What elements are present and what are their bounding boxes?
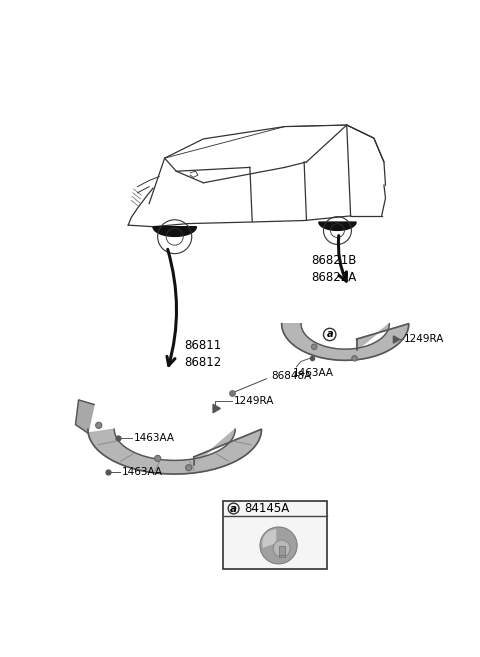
Bar: [279, 546, 285, 557]
Polygon shape: [75, 400, 94, 433]
Polygon shape: [88, 429, 262, 474]
Text: a: a: [326, 329, 333, 340]
Polygon shape: [319, 222, 356, 231]
Text: a: a: [230, 503, 237, 514]
Polygon shape: [282, 324, 409, 360]
Text: 86821B
86822A: 86821B 86822A: [311, 254, 357, 284]
Circle shape: [312, 344, 317, 350]
Text: 1249RA: 1249RA: [404, 334, 444, 344]
Text: 1249RA: 1249RA: [234, 396, 274, 407]
Circle shape: [155, 455, 161, 461]
Text: 1463AA: 1463AA: [122, 466, 163, 476]
Circle shape: [352, 355, 357, 361]
Text: 84145A: 84145A: [244, 502, 290, 515]
Circle shape: [186, 464, 192, 471]
Text: 86848A: 86848A: [271, 371, 311, 381]
Polygon shape: [153, 227, 196, 237]
Wedge shape: [260, 527, 297, 564]
Text: 1463AA: 1463AA: [292, 368, 334, 378]
Text: 86811
86812: 86811 86812: [184, 339, 221, 369]
Text: 1463AA: 1463AA: [133, 434, 175, 443]
Circle shape: [273, 540, 290, 557]
Circle shape: [96, 422, 102, 428]
Wedge shape: [262, 530, 276, 548]
FancyBboxPatch shape: [223, 501, 327, 568]
